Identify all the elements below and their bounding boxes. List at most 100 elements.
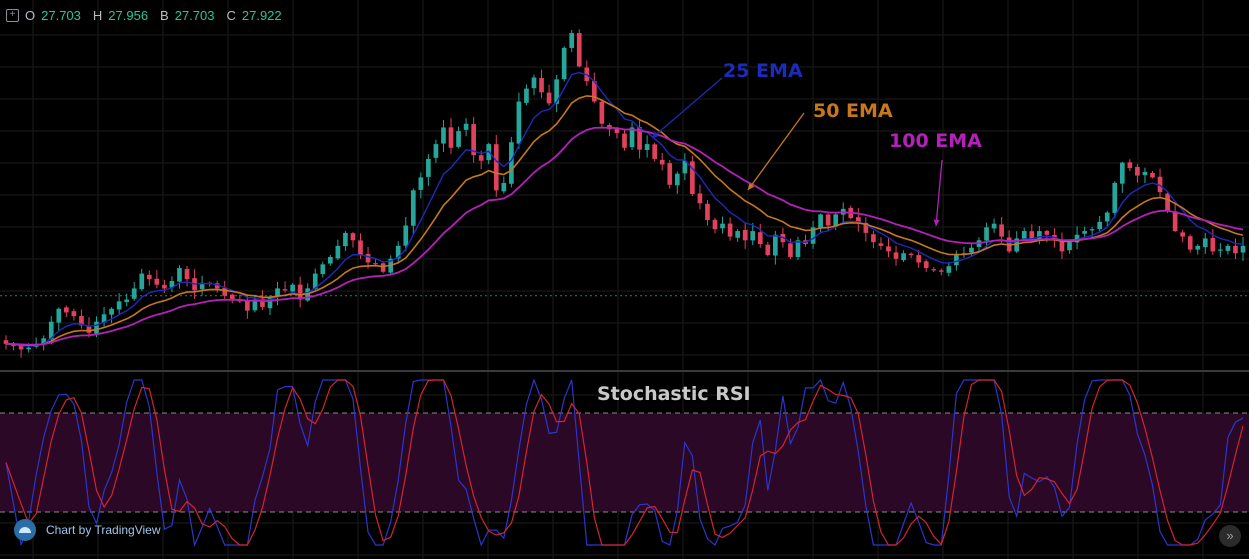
candle-body [938,270,944,272]
candle-body [1150,172,1155,178]
candle-body [1187,236,1193,250]
candle-body [788,243,793,257]
candle-body [999,224,1004,237]
candle-body [908,253,914,256]
candle-body [169,281,175,288]
candle-body [124,299,130,303]
candle-body [984,227,989,241]
candle-body [1037,231,1042,240]
candle-body [810,227,816,244]
candle-body [591,81,597,102]
candle-body [3,340,9,344]
scroll-to-realtime-icon[interactable]: » [1219,525,1241,547]
candle-body [727,223,733,237]
candle-body [418,177,424,190]
candle-body [644,144,650,150]
candle-body [1112,182,1118,213]
candle-body [1029,231,1035,239]
ema25-arrow [651,77,723,139]
candle-body [252,299,258,311]
candle-body [652,144,658,159]
candle-body [697,193,703,204]
candle-body [599,101,605,124]
candle-body [742,229,748,241]
candle-body [501,182,507,192]
ema50-arrow-head [748,183,755,190]
candle-body [1074,234,1080,243]
candle-body [825,214,831,226]
candle-body [380,263,386,272]
stochastic-rsi-title: Stochastic RSI [597,383,751,405]
candle-body [576,33,582,67]
ema100-arrow [935,159,943,227]
candle-body [773,234,778,256]
candle-body [1142,171,1148,176]
candle-body [41,338,47,344]
candle-body [1044,230,1050,235]
candle-body [667,163,673,185]
candle-body [735,231,740,238]
candle-body [199,282,205,290]
candle-body [1097,221,1103,229]
ema50-arrow [747,112,805,191]
ohlc-legend: + O 27.703 H 27.956 B 27.703 C 27.922 [6,8,288,23]
candle-body [1180,232,1185,237]
candle-body [1195,245,1201,250]
candle-body [705,203,710,220]
candle-body [720,223,725,229]
candle-body [946,266,952,273]
candle-body [818,214,823,229]
tradingview-logo-icon [14,519,36,541]
candle-body [1218,249,1223,251]
candle-body [795,240,801,257]
candle-body [614,128,620,133]
candle-body [712,219,718,230]
candle-body [991,223,997,229]
candle-body [1127,162,1133,169]
candle-body [463,123,469,130]
candle-body [426,158,431,177]
expand-icon[interactable]: + [6,9,19,22]
candle-body [833,214,839,227]
candle-body [290,284,295,292]
candle-body [229,294,235,300]
candle-body [335,245,341,259]
open-value: 27.703 [41,8,81,23]
candle-body [622,133,627,148]
candle-body [923,261,929,269]
candle-body [358,240,363,256]
candle-body [154,278,160,285]
candle-body [916,255,922,263]
ema25-label: 25 EMA [723,60,803,82]
candle-body [48,321,54,340]
close-value: 27.922 [241,8,282,23]
candle-body [1210,237,1216,252]
candle-body [260,298,265,307]
candle-body [901,253,906,261]
candle-body [448,127,454,148]
close-label: C [226,8,236,23]
stoch-band [0,413,1249,512]
candle-body [931,269,937,271]
candle-body [750,231,756,241]
candle-body [531,77,537,89]
ema100-line [5,126,1244,346]
candle-body [765,244,771,256]
candle-body [365,253,371,263]
candle-body [546,92,552,104]
candle-body [886,246,891,252]
candle-body [471,124,476,156]
candle-body [177,268,182,282]
tradingview-brand[interactable]: Chart by TradingView [14,519,161,541]
candle-body [1021,231,1027,239]
candle-body [863,222,869,233]
candle-body [350,233,356,241]
candle-body [1233,245,1238,254]
low-label: B [160,8,169,23]
candle-body [637,127,642,150]
candle-body [101,314,107,323]
candle-body [86,326,92,333]
candle-body [1014,238,1020,252]
candle-body [1225,245,1231,251]
